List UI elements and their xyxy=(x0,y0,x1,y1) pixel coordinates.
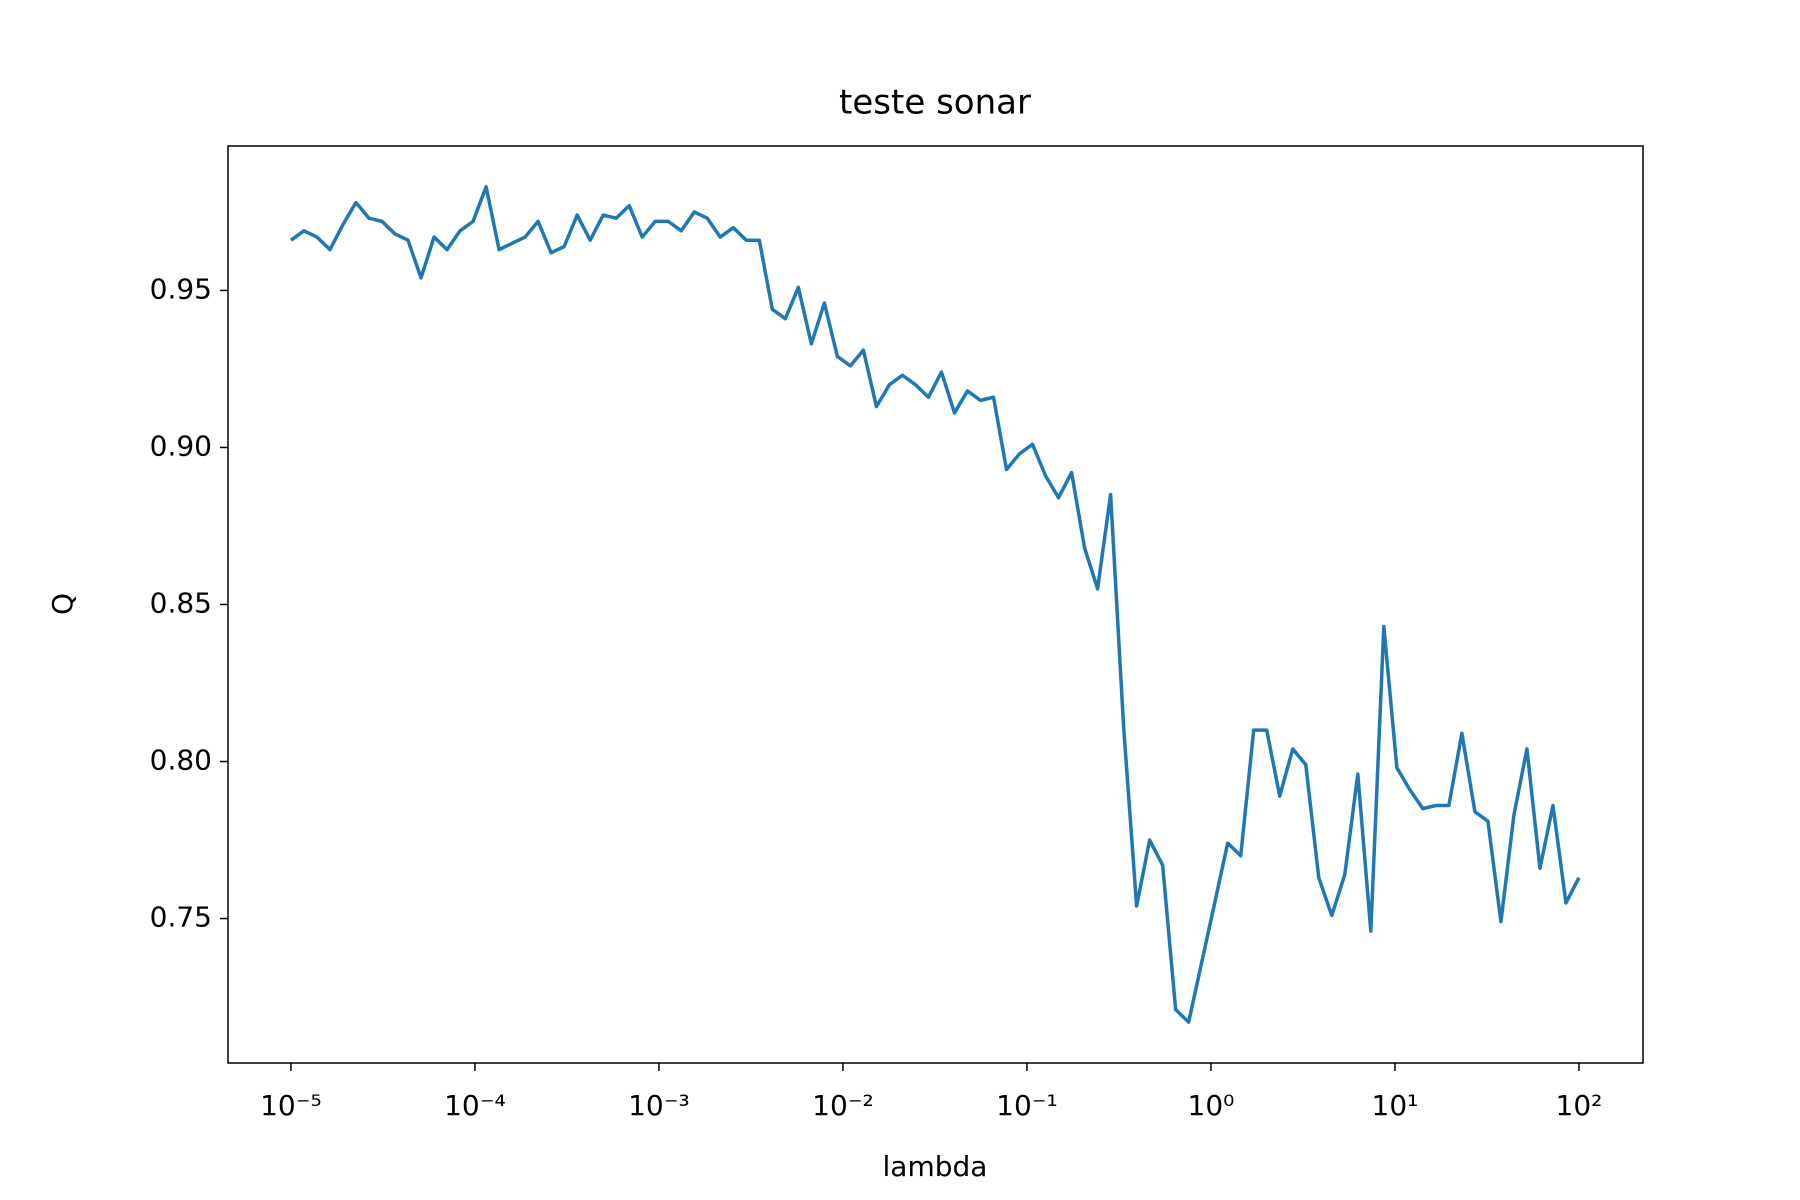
x-tick-label: 10² xyxy=(1556,1089,1603,1122)
y-tick-label: 0.75 xyxy=(150,901,212,934)
x-tick-label: 10⁻¹ xyxy=(996,1089,1058,1122)
x-tick-label: 10⁻⁵ xyxy=(260,1089,322,1122)
y-axis-label: Q xyxy=(46,593,79,615)
data-line xyxy=(289,185,1581,1024)
y-tick-label: 0.95 xyxy=(150,272,212,305)
chart-title: teste sonar xyxy=(839,83,1031,123)
x-tick-label: 10⁻² xyxy=(812,1089,874,1122)
x-axis-label: lambda xyxy=(883,1150,988,1183)
y-tick-label: 0.80 xyxy=(150,744,212,777)
x-tick-label: 10⁰ xyxy=(1188,1089,1235,1122)
y-tick-label: 0.85 xyxy=(150,587,212,620)
x-tick-label: 10¹ xyxy=(1372,1089,1419,1122)
x-tick-label: 10⁻⁴ xyxy=(444,1089,506,1122)
y-tick-label: 0.90 xyxy=(150,429,212,462)
plot-frame xyxy=(227,145,1644,1064)
x-tick-label: 10⁻³ xyxy=(628,1089,690,1122)
